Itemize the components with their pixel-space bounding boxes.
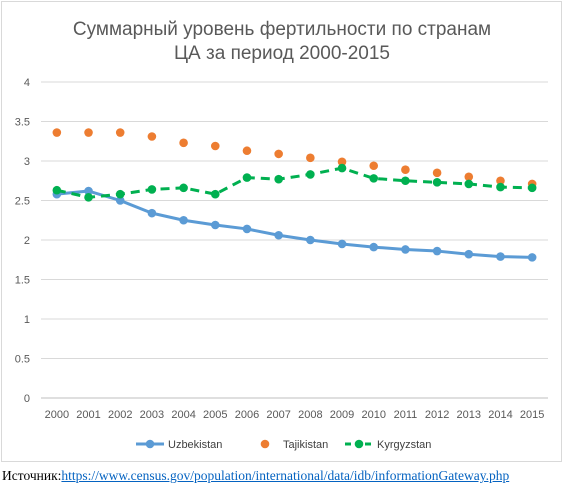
data-point-kyrgyzstan-2004: [179, 183, 188, 193]
data-point-kyrgyzstan-2013: [464, 179, 474, 189]
x-tick-label: 2015: [520, 409, 544, 421]
legend-item-uzbekistan: Uzbekistan: [136, 439, 222, 451]
data-point-uzbekistan-2003: [147, 208, 157, 218]
x-tick-label: 2001: [76, 409, 100, 421]
y-tick-label: 1: [24, 314, 30, 326]
y-tick-label: 0.5: [15, 354, 30, 366]
x-tick-label: 2009: [330, 409, 354, 421]
legend: Uzbekistan Tajikistan Kyrgyzstan: [136, 439, 431, 451]
x-tick-label: 2005: [203, 409, 227, 421]
data-point-kyrgyzstan-2011: [401, 176, 410, 186]
y-tick-label: 2: [24, 235, 30, 247]
data-point-kyrgyzstan-2002: [115, 189, 125, 199]
y-tick-label: 4: [24, 77, 30, 89]
data-point-uzbekistan-2007: [274, 230, 283, 240]
legend-item-kyrgyzstan: Kyrgyzstan: [345, 439, 431, 451]
data-point-tajikistan-2000: [52, 128, 62, 137]
data-point-kyrgyzstan-2001: [84, 193, 93, 202]
data-point-kyrgyzstan-2010: [369, 174, 379, 183]
x-tick-label: 2010: [361, 409, 385, 421]
data-point-uzbekistan-2008: [306, 235, 315, 245]
x-tick-label: 2002: [108, 409, 132, 421]
data-point-tajikistan-2002: [115, 128, 125, 137]
data-point-tajikistan-2006: [242, 146, 252, 156]
x-tick-label: 2004: [171, 409, 195, 421]
data-point-tajikistan-2003: [147, 132, 157, 141]
x-tick-label: 2013: [457, 409, 481, 421]
data-point-kyrgyzstan-2007: [274, 174, 283, 184]
x-tick-label: 2012: [425, 409, 449, 421]
legend-label: Uzbekistan: [168, 439, 222, 451]
legend-marker: [145, 439, 155, 449]
data-point-tajikistan-2014: [496, 176, 505, 186]
source-line: Источник:https://www.census.gov/populati…: [2, 468, 562, 484]
data-point-kyrgyzstan-2000: [52, 185, 62, 195]
data-point-uzbekistan-2010: [369, 242, 379, 252]
series-tajikistan: [52, 128, 537, 189]
data-point-tajikistan-2013: [464, 172, 474, 182]
data-point-uzbekistan-2015: [527, 253, 537, 262]
x-tick-label: 2006: [235, 409, 259, 421]
legend-marker: [354, 439, 364, 449]
y-axis-ticks: 0 0.5 1 1.5 2 2.5 3 3.5 4: [15, 77, 30, 405]
source-label: Источник:: [2, 468, 62, 483]
y-tick-label: 1.5: [15, 275, 30, 287]
data-point-kyrgyzstan-2005: [210, 189, 220, 199]
series-uzbekistan: [52, 186, 537, 262]
chart-title-line-1: Суммарный уровень фертильности по страна…: [73, 19, 491, 40]
data-point-kyrgyzstan-2015: [527, 183, 537, 193]
data-point-tajikistan-2011: [401, 165, 410, 174]
y-tick-label: 0: [24, 393, 30, 405]
data-point-uzbekistan-2011: [401, 245, 410, 254]
x-axis-ticks: 2000 2001 2002 2003 2004 2005 2006 2007 2008 2009…: [45, 409, 545, 421]
legend-label: Kyrgyzstan: [377, 439, 431, 451]
data-point-tajikistan-2012: [432, 168, 442, 178]
data-point-kyrgyzstan-2009: [337, 163, 347, 173]
series-layer: [52, 128, 537, 262]
data-point-tajikistan-2010: [369, 161, 379, 171]
x-tick-label: 2008: [298, 409, 322, 421]
x-tick-label: 2011: [394, 409, 418, 421]
data-point-tajikistan-2005: [210, 141, 220, 151]
data-point-tajikistan-2004: [179, 138, 188, 148]
series-line-uzbekistan: [56, 189, 533, 259]
legend-marker: [260, 439, 270, 449]
data-point-uzbekistan-2004: [179, 215, 188, 225]
x-tick-label: 2007: [266, 409, 290, 421]
data-point-tajikistan-2008: [306, 153, 315, 163]
chart-title-line-2: ЦА за период 2000-2015: [174, 43, 390, 64]
data-point-kyrgyzstan-2008: [306, 170, 315, 179]
chart-frame: Суммарный уровень фертильности по страна…: [1, 1, 562, 462]
data-point-kyrgyzstan-2014: [496, 182, 505, 192]
data-point-tajikistan-2009: [337, 157, 347, 167]
data-point-uzbekistan-2002: [115, 196, 125, 205]
legend-label: Tajikistan: [283, 439, 328, 451]
data-point-kyrgyzstan-2003: [147, 185, 157, 194]
data-point-kyrgyzstan-2006: [242, 173, 252, 182]
data-point-tajikistan-2007: [274, 149, 283, 159]
data-point-tajikistan-2001: [84, 128, 93, 137]
data-point-uzbekistan-2013: [464, 249, 474, 259]
y-tick-label: 2.5: [15, 196, 30, 208]
data-point-kyrgyzstan-2012: [432, 178, 442, 187]
gridlines: [41, 81, 548, 399]
source-link[interactable]: https://www.census.gov/population/intern…: [61, 468, 510, 483]
data-point-uzbekistan-2006: [242, 224, 252, 234]
data-point-uzbekistan-2009: [337, 239, 347, 249]
series-line-kyrgyzstan: [56, 166, 533, 199]
fertility-line-chart: Суммарный уровень фертильности по страна…: [15, 19, 548, 451]
data-point-uzbekistan-2001: [84, 186, 93, 196]
y-tick-label: 3.5: [15, 117, 30, 129]
data-point-uzbekistan-2012: [432, 246, 442, 256]
data-point-uzbekistan-2005: [210, 220, 220, 230]
x-tick-label: 2003: [140, 409, 164, 421]
data-point-uzbekistan-2014: [496, 252, 505, 261]
series-kyrgyzstan: [52, 163, 537, 202]
legend-item-tajikistan: Tajikistan: [260, 439, 328, 451]
x-tick-label: 2000: [45, 409, 69, 421]
x-tick-label: 2014: [488, 409, 512, 421]
y-tick-label: 3: [24, 156, 30, 168]
